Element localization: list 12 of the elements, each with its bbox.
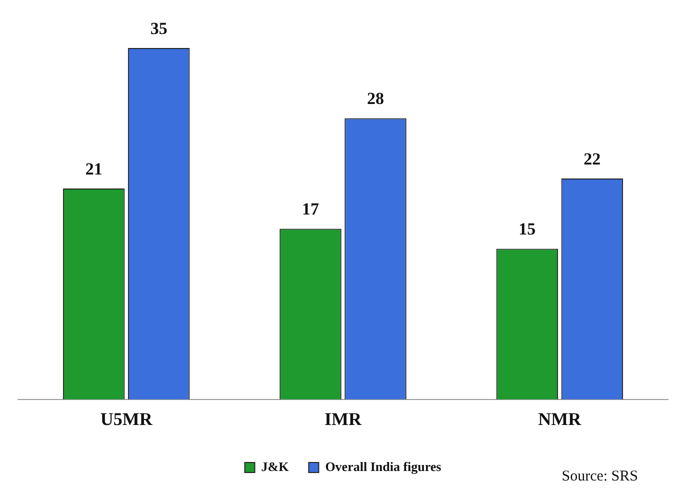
data-label: 15 bbox=[518, 220, 536, 239]
x-tick-label: U5MR bbox=[100, 408, 154, 429]
source-note: Source: SRS bbox=[562, 468, 638, 484]
legend-label: Overall India figures bbox=[325, 458, 442, 474]
data-label: 35 bbox=[150, 18, 168, 38]
data-label: 21 bbox=[85, 159, 102, 178]
data-label: 28 bbox=[367, 89, 384, 108]
data-label: 22 bbox=[584, 149, 601, 168]
data-label: 17 bbox=[302, 200, 320, 219]
legend-label: J&K bbox=[261, 458, 290, 474]
x-tick-label: NMR bbox=[538, 408, 582, 429]
x-tick-label: IMR bbox=[324, 408, 362, 429]
